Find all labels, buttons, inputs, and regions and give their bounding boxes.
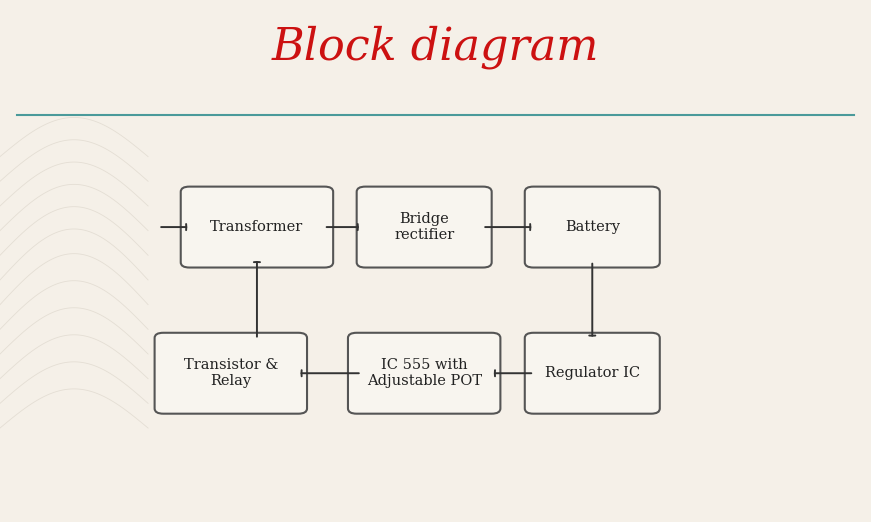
- Text: Transformer: Transformer: [210, 220, 304, 234]
- FancyBboxPatch shape: [348, 333, 500, 413]
- FancyBboxPatch shape: [155, 333, 307, 413]
- Text: Bridge
rectifier: Bridge rectifier: [394, 212, 455, 242]
- Text: Battery: Battery: [564, 220, 620, 234]
- Text: Regulator IC: Regulator IC: [544, 366, 640, 380]
- Text: IC 555 with
Adjustable POT: IC 555 with Adjustable POT: [367, 358, 482, 388]
- FancyBboxPatch shape: [524, 333, 660, 413]
- FancyBboxPatch shape: [524, 187, 660, 268]
- FancyBboxPatch shape: [357, 187, 491, 268]
- Text: Transistor &
Relay: Transistor & Relay: [184, 358, 278, 388]
- FancyBboxPatch shape: [180, 187, 333, 268]
- Text: Block diagram: Block diagram: [272, 25, 599, 69]
